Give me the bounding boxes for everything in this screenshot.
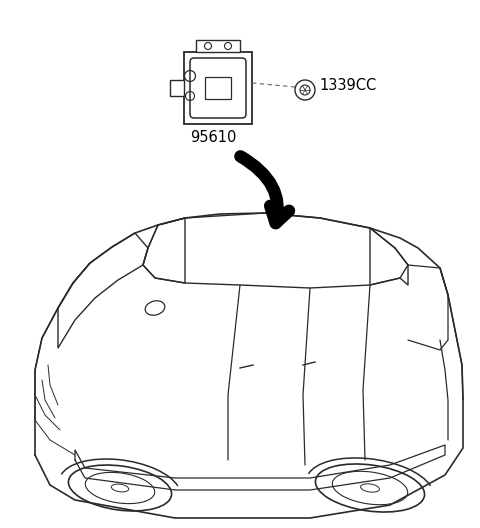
FancyBboxPatch shape <box>190 58 246 118</box>
FancyBboxPatch shape <box>170 80 184 96</box>
FancyBboxPatch shape <box>205 77 231 99</box>
Text: 1339CC: 1339CC <box>319 79 376 93</box>
FancyBboxPatch shape <box>196 40 240 52</box>
Text: 95610: 95610 <box>190 130 236 145</box>
FancyBboxPatch shape <box>184 52 252 124</box>
FancyArrowPatch shape <box>240 156 289 223</box>
